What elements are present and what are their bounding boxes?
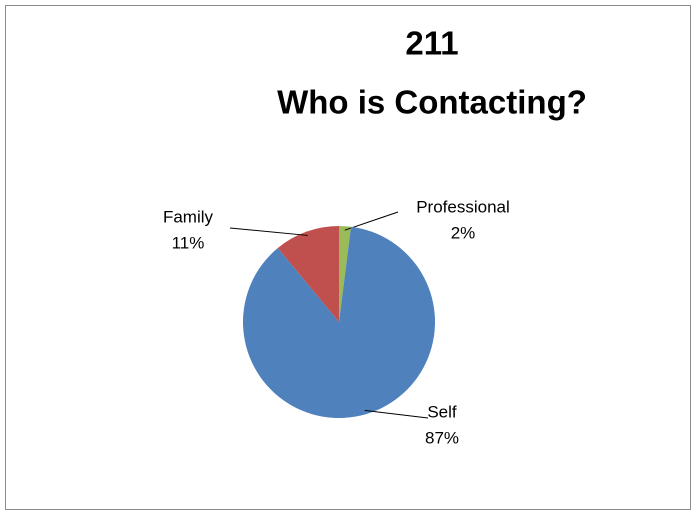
chart-title: 211	[405, 25, 458, 62]
slice-label: Family	[163, 207, 214, 226]
slice-label: Self	[427, 402, 457, 421]
slice-label: Professional	[416, 197, 510, 216]
slice-value-label: 11%	[172, 233, 205, 252]
leader-line	[364, 409, 429, 419]
pie-slice	[339, 226, 352, 322]
chart-title: Who is Contacting?	[277, 84, 587, 121]
slice-value-label: 2%	[451, 223, 476, 242]
leader-line	[229, 227, 308, 236]
pie-slice	[277, 226, 339, 322]
pie-slice	[242, 226, 435, 419]
slice-value-label: 87%	[425, 428, 459, 447]
